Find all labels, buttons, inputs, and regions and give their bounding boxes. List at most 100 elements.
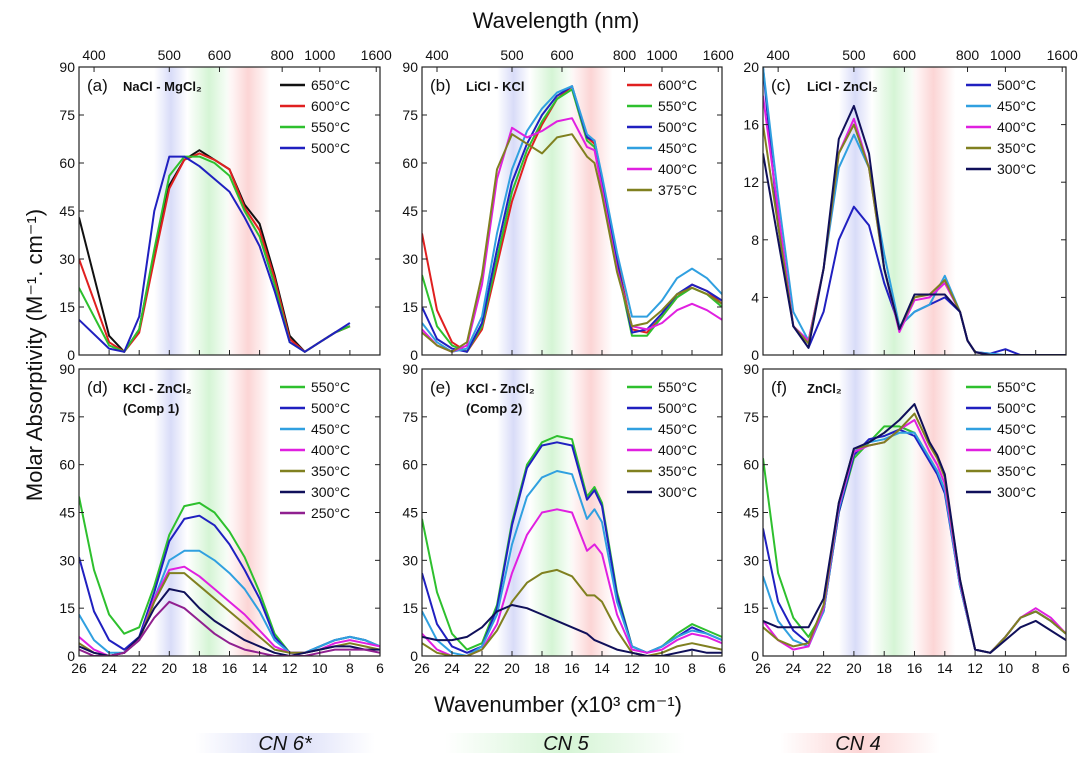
- series-line-375c: [422, 133, 722, 353]
- series-line-300c: [422, 604, 722, 656]
- series-lines: [79, 496, 380, 656]
- y-tick-label: 12: [743, 174, 759, 190]
- legend-label: 250°C: [311, 505, 350, 521]
- series-line-350c: [763, 412, 1066, 654]
- cn6-band: [154, 67, 188, 355]
- top-tick-label: 400: [82, 47, 106, 63]
- legend-label: 450°C: [997, 421, 1036, 437]
- top-tick-label: 800: [613, 47, 637, 63]
- y-tick-label: 60: [59, 457, 75, 473]
- top-tick-label: 400: [766, 47, 790, 63]
- legend-label: 450°C: [997, 98, 1036, 114]
- x-tick-label: 8: [688, 660, 696, 676]
- x-tick-label: 18: [192, 660, 208, 676]
- panel-e: 0 15 30 45 60 75 90 26 24 22 20 18 16 14 12 10 8 6 (e) KCl …: [402, 361, 726, 676]
- y-tick-label: 15: [743, 600, 759, 616]
- legend-label: 350°C: [997, 140, 1036, 156]
- x-tick-label: 22: [131, 660, 147, 676]
- series-lines: [763, 67, 1066, 355]
- legend-label: 350°C: [997, 463, 1036, 479]
- cn5-band: [187, 369, 232, 656]
- y-tick-label: 45: [743, 505, 759, 521]
- legend-label: 650°C: [311, 77, 350, 93]
- legend-label: 600°C: [311, 98, 350, 114]
- cn4-band: [911, 67, 956, 355]
- panel-f: 0 15 30 45 60 75 90 26 24 22 20 18 16 14 12 10 8 6 (f) ZnCl…: [743, 361, 1070, 676]
- cn6-band: [838, 67, 873, 355]
- panel-system: KCl - ZnCl₂: [466, 381, 535, 396]
- x-tick-label: 12: [967, 660, 983, 676]
- y-tick-label: 30: [743, 552, 759, 568]
- panel-note: (Comp 1): [123, 401, 179, 416]
- top-tick-label: 1000: [646, 47, 677, 63]
- top-tick-label: 1000: [304, 47, 335, 63]
- legend-label: 400°C: [997, 119, 1036, 135]
- legend-label: 300°C: [997, 161, 1036, 177]
- cn4-band-swatch: [780, 733, 940, 753]
- y-tick-label: 30: [402, 251, 418, 267]
- legend-label: 500°C: [311, 400, 350, 416]
- panel-label: (a): [87, 76, 108, 95]
- x-tick-label: 26: [755, 660, 771, 676]
- series-line-300c: [763, 403, 1066, 654]
- y-axis-title: Molar Absorptivity (M⁻¹. cm⁻¹): [22, 209, 47, 501]
- top-tick-label: 400: [425, 47, 449, 63]
- y-tick-label: 30: [59, 251, 75, 267]
- y-tick-label: 0: [751, 347, 759, 363]
- x-tick-label: 22: [474, 660, 490, 676]
- panel-label: (f): [771, 378, 787, 397]
- y-tick-label: 15: [59, 600, 75, 616]
- legend-label: 300°C: [997, 484, 1036, 500]
- x-tick-label: 16: [222, 660, 238, 676]
- legend-label: 300°C: [658, 484, 697, 500]
- x-tick-label: 18: [534, 660, 550, 676]
- bottom-axis-title: Wavenumber (x10³ cm⁻¹): [434, 692, 682, 717]
- x-tick-label: 6: [376, 660, 384, 676]
- series-line-500c: [79, 155, 351, 353]
- y-tick-label: 30: [59, 552, 75, 568]
- series-line-350c: [422, 568, 722, 656]
- x-tick-label: 8: [1032, 660, 1040, 676]
- cn5-band: [530, 67, 574, 355]
- x-tick-label: 24: [444, 660, 460, 676]
- legend-label: 550°C: [997, 379, 1036, 395]
- panel-note: (Comp 2): [466, 401, 522, 416]
- legend-label: 500°C: [658, 400, 697, 416]
- y-tick-label: 0: [67, 347, 75, 363]
- legend-label: 375°C: [658, 182, 697, 198]
- legend-label: 450°C: [311, 421, 350, 437]
- y-tick-label: 60: [743, 457, 759, 473]
- top-tick-label: 1000: [990, 47, 1021, 63]
- panel-system: NaCl - MgCl₂: [123, 79, 202, 94]
- top-tick-label: 600: [893, 47, 917, 63]
- x-tick-label: 14: [252, 660, 268, 676]
- x-tick-label: 16: [907, 660, 923, 676]
- y-tick-label: 15: [59, 299, 75, 315]
- top-tick-label: 600: [550, 47, 574, 63]
- panel-label: (d): [87, 378, 108, 397]
- series-lines: [79, 149, 351, 353]
- cn4-band: [226, 67, 271, 355]
- panel-b: 0 15 30 45 60 75 90 400 500 600 800 1000 1600 (b) LiCl…: [402, 47, 734, 363]
- cn5-band: [530, 369, 574, 656]
- y-tick-label: 90: [743, 361, 759, 377]
- y-tick-label: 75: [59, 409, 75, 425]
- legend-label: 550°C: [311, 119, 350, 135]
- x-tick-label: 16: [564, 660, 580, 676]
- y-tick-label: 20: [743, 59, 759, 75]
- panel-system: LiCl - KCl: [466, 79, 525, 94]
- x-tick-label: 26: [71, 660, 87, 676]
- series-line-400c: [422, 117, 722, 353]
- y-tick-label: 8: [751, 232, 759, 248]
- y-tick-label: 60: [402, 457, 418, 473]
- legend-label: 500°C: [997, 400, 1036, 416]
- panel-system: LiCl - ZnCl₂: [807, 79, 878, 94]
- y-tick-label: 15: [402, 299, 418, 315]
- x-tick-label: 10: [654, 660, 670, 676]
- x-tick-label: 18: [876, 660, 892, 676]
- legend-label: 600°C: [658, 77, 697, 93]
- y-tick-label: 16: [743, 117, 759, 133]
- x-tick-label: 6: [1062, 660, 1070, 676]
